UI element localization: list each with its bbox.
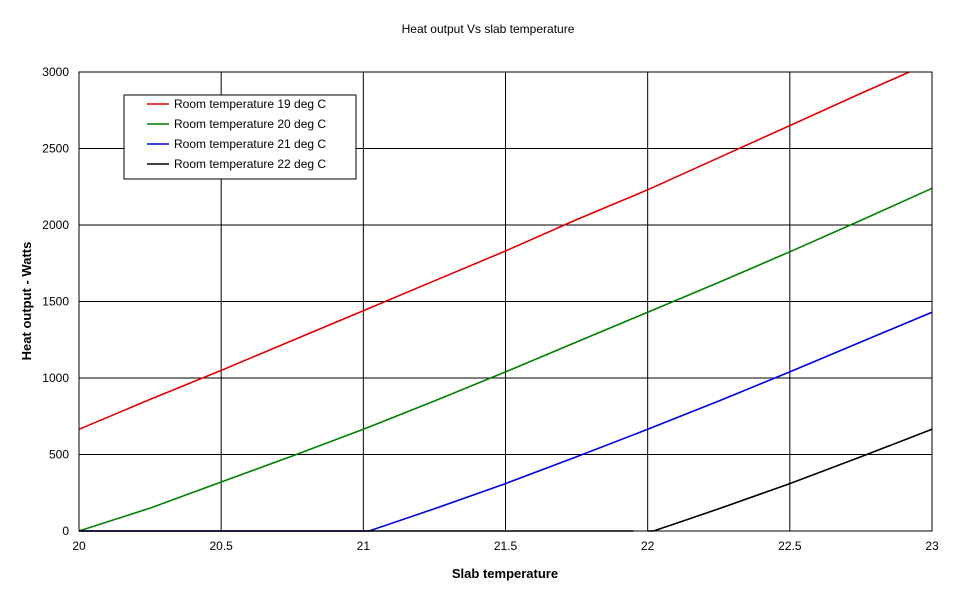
x-tick-label: 20 [72,539,86,553]
y-tick-label: 500 [49,448,69,462]
y-tick-label: 2000 [42,218,69,232]
legend-label-2: Room temperature 20 deg C [174,117,326,131]
y-tick-label: 3000 [42,65,69,79]
legend-label-1: Room temperature 19 deg C [174,97,326,111]
x-tick-label: 21 [357,539,371,553]
x-tick-label: 22 [641,539,655,553]
x-tick-label: 20.5 [209,539,233,553]
series-line-2 [78,187,933,532]
y-tick-label: 1500 [42,295,69,309]
legend-label-3: Room temperature 21 deg C [174,137,326,151]
tick-labels: 20 20.5 21 21.5 22 22.5 23 0 500 1000 1500 2000 2500… [42,65,939,553]
x-axis-title: Slab temperature [452,566,558,581]
plot-frame [78,71,933,532]
legend-box [123,94,357,180]
chart-title: Heat output Vs slab temperature [402,22,575,36]
legend-label-4: Room temperature 22 deg C [174,157,326,171]
y-tick-label: 2500 [42,142,69,156]
y-tick-label: 1000 [42,371,69,385]
series-line-1 [78,71,910,431]
y-tick-label: 0 [62,524,69,538]
x-tick-label: 23 [925,539,939,553]
x-tick-label: 22.5 [778,539,802,553]
x-tick-label: 21.5 [494,539,518,553]
y-axis-title: Heat output - Watts [19,242,34,361]
legend: Room temperature 19 deg C Room temperatur… [123,94,357,180]
